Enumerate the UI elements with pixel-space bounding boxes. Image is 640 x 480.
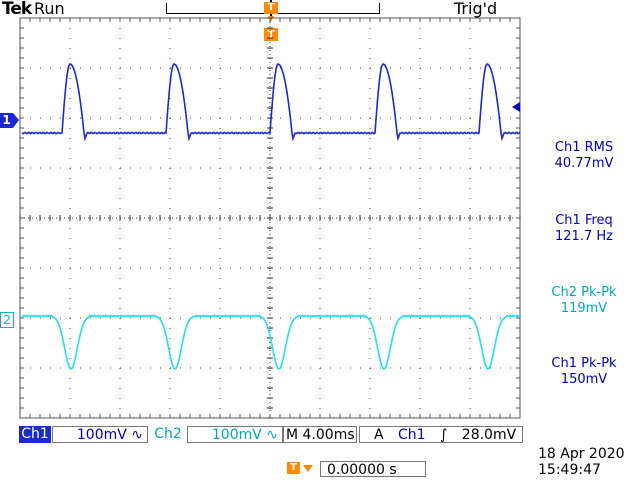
ch1-marker-tip-icon: [13, 113, 19, 128]
measurement-ch1-rms: Ch1 RMS 40.77mV: [524, 140, 640, 172]
measurement-label: Ch2 Pk-Pk: [551, 285, 617, 300]
horizontal-position-marker-icon: T: [287, 462, 300, 474]
measurement-label: Ch1 Freq: [555, 213, 613, 228]
measurement-label: Ch1 Pk-Pk: [551, 356, 617, 371]
measurement-value: 150mV: [560, 372, 608, 387]
trigger-readout[interactable]: A Ch1 ∫ 28.0mV: [359, 426, 523, 443]
ch2-scale[interactable]: 100mV ∿: [187, 426, 283, 443]
ch2-label[interactable]: Ch2: [150, 426, 186, 443]
trigger-position-marker-icon: T: [264, 2, 278, 14]
ac-coupling-icon: ∿: [131, 427, 143, 443]
timebase-readout[interactable]: M 4.00ms: [283, 426, 357, 443]
measurement-value: 121.7 Hz: [555, 229, 613, 244]
trigger-mode: A: [374, 427, 384, 443]
ch1-ground-marker-icon[interactable]: 1: [0, 113, 13, 128]
ch1-scale[interactable]: 100mV ∿: [52, 426, 148, 443]
measurement-label: Ch1 RMS: [554, 140, 614, 155]
ac-coupling-icon: ∿: [266, 427, 278, 443]
measurement-value: 40.77mV: [554, 156, 614, 171]
ch2-ground-marker-icon[interactable]: 2: [0, 312, 14, 328]
measurement-ch2-pkpk: Ch2 Pk-Pk 119mV: [524, 285, 640, 317]
trigger-arrow-icon: [268, 16, 274, 22]
horizontal-position-value[interactable]: 0.00000 s: [320, 461, 426, 478]
brand-logo: Tek: [2, 0, 32, 19]
run-state: Run: [34, 0, 65, 18]
ch2-waveform: [21, 314, 521, 370]
measurement-ch1-freq: Ch1 Freq 121.7 Hz: [524, 213, 640, 245]
trigger-level: 28.0mV: [461, 427, 517, 443]
ch1-scale-value: 100mV: [76, 427, 127, 443]
top-status-bar: Tek Run T Trig'd: [0, 0, 640, 22]
measurement-value: 119mV: [560, 301, 608, 316]
ch1-waveform: [21, 63, 521, 142]
ch1-label[interactable]: Ch1: [19, 426, 51, 443]
settings-status-bar: Ch1 100mV ∿ Ch2 100mV ∿ M 4.00ms A Ch1 ∫…: [19, 426, 523, 443]
graticule-grid: [19, 17, 521, 419]
rising-edge-icon: ∫: [440, 427, 448, 443]
date: 18 Apr 2020: [538, 446, 625, 462]
horizontal-position-arrow-icon: [303, 465, 313, 472]
trigger-level-arrow-icon[interactable]: [512, 102, 520, 112]
measurement-ch1-pkpk: Ch1 Pk-Pk 150mV: [524, 356, 640, 388]
time: 15:49:47: [538, 462, 601, 478]
date-time-display: 18 Apr 2020 15:49:47: [538, 446, 625, 478]
trigger-status: Trig'd: [454, 0, 498, 18]
trigger-source: Ch1: [398, 427, 426, 443]
ch2-scale-value: 100mV: [211, 427, 262, 443]
